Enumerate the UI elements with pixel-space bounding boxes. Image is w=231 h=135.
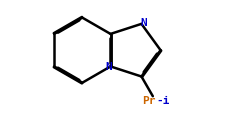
Text: N: N [140,18,147,28]
Text: N: N [105,62,112,72]
Text: Pr: Pr [143,96,156,106]
Text: -i: -i [156,96,170,106]
